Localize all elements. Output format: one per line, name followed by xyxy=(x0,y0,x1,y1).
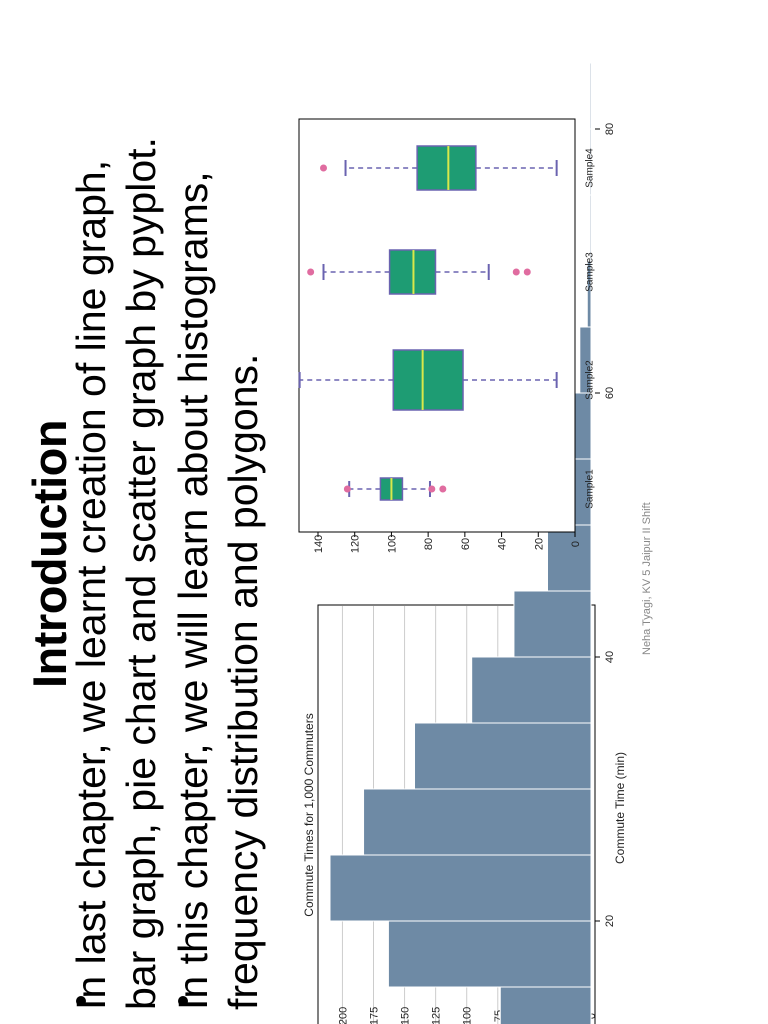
hist-x-tick-label: 80 xyxy=(604,123,616,135)
hist-bar xyxy=(513,590,592,658)
bullet-2-dot xyxy=(178,996,188,1006)
box-outlier xyxy=(523,268,531,276)
hist-bar xyxy=(329,854,592,922)
hist-y-tick-label: 175 xyxy=(369,1007,381,1024)
box-outlier xyxy=(307,268,315,276)
box-y-tick-label: 140 xyxy=(313,535,325,553)
box-outlier xyxy=(428,485,436,493)
hist-x-tick-label: 20 xyxy=(604,915,616,927)
hist-y-tick-label: 150 xyxy=(400,1007,412,1024)
box-category-label: Sample3 xyxy=(584,252,595,292)
slide-footer: Neha Tyagi, KV 5 Jaipur II Shift xyxy=(641,502,653,655)
hist-bar xyxy=(363,788,592,856)
box-outlier xyxy=(343,485,351,493)
box-y-tick-label: 120 xyxy=(350,535,362,553)
hist-bar xyxy=(471,656,592,724)
hist-bar xyxy=(414,722,592,790)
hist-y-tick-label: 200 xyxy=(337,1007,349,1024)
box-category-label: Sample1 xyxy=(584,469,595,509)
hist-bar xyxy=(586,260,592,328)
box-y-tick-label: 100 xyxy=(386,535,398,553)
box-body xyxy=(392,349,464,411)
hist-x-tick-label: 60 xyxy=(604,387,616,399)
box-outlier xyxy=(439,485,447,493)
box-y-tick-label: 20 xyxy=(533,538,545,550)
hist-bar xyxy=(589,62,592,130)
hist-bar xyxy=(387,920,592,988)
box-y-tick-label: 0 xyxy=(570,541,582,547)
box-body xyxy=(416,145,477,191)
hist-y-tick-label: 100 xyxy=(462,1007,474,1024)
hist-x-tick-label: 40 xyxy=(604,651,616,663)
box-y-tick-label: 40 xyxy=(497,538,509,550)
box-y-tick-label: 60 xyxy=(460,538,472,550)
hist-x-axis-label: Commute Time (min) xyxy=(613,752,627,864)
bullet-1-dot xyxy=(76,996,86,1006)
hist-y-tick-label: 125 xyxy=(431,1007,443,1024)
hist-title: Commute Times for 1,000 Commuters xyxy=(302,713,316,916)
box-outlier xyxy=(320,164,328,172)
hist-y-tick-label: 0 xyxy=(586,1013,598,1019)
box-category-label: Sample2 xyxy=(584,360,595,400)
box-outlier xyxy=(512,268,520,276)
box-category-label: Sample4 xyxy=(584,148,595,188)
hist-bar xyxy=(579,326,592,394)
box-y-tick-label: 80 xyxy=(423,538,435,550)
